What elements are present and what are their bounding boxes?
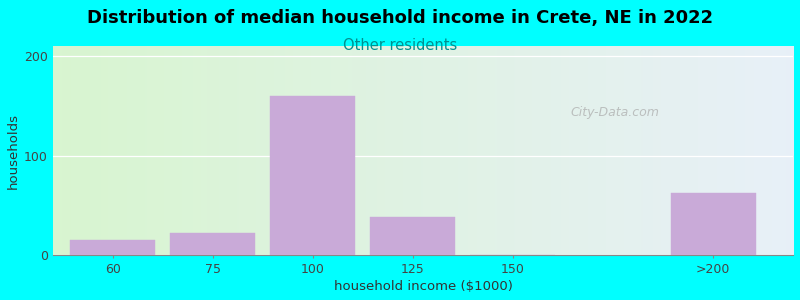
Bar [170,233,255,255]
X-axis label: household income ($1000): household income ($1000) [334,280,512,293]
Text: City-Data.com: City-Data.com [571,106,660,119]
Bar [670,194,755,255]
Bar [370,218,455,255]
Y-axis label: households: households [7,112,20,189]
Bar [270,96,355,255]
Text: Distribution of median household income in Crete, NE in 2022: Distribution of median household income … [87,9,713,27]
Text: Other residents: Other residents [343,38,457,52]
Bar [70,240,155,255]
